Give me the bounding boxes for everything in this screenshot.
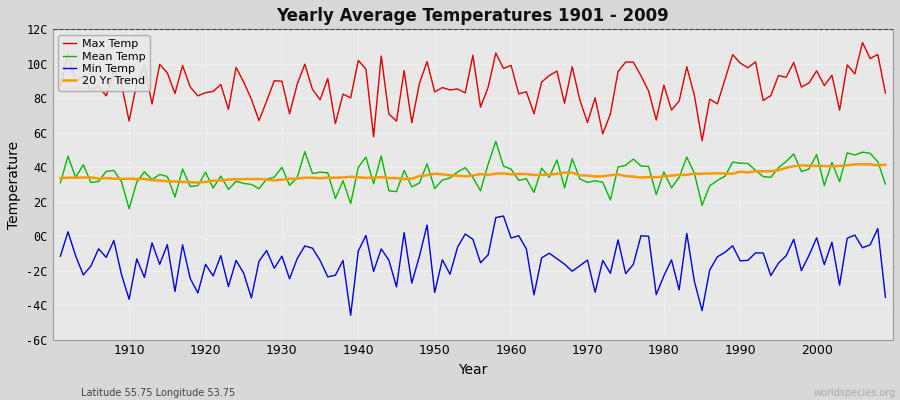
20 Yr Trend	[338, 175, 348, 180]
Line: Min Temp: Min Temp	[60, 216, 886, 315]
Mean Temp	[292, 175, 302, 180]
Line: Max Temp: Max Temp	[60, 42, 886, 141]
20 Yr Trend	[116, 176, 127, 181]
20 Yr Trend	[506, 172, 517, 177]
Mean Temp	[55, 180, 66, 185]
Mean Temp	[613, 165, 624, 170]
Max Temp	[506, 63, 517, 68]
Mean Temp	[521, 176, 532, 181]
20 Yr Trend	[513, 172, 524, 176]
Max Temp	[880, 90, 891, 95]
Min Temp	[330, 273, 341, 278]
Min Temp	[521, 246, 532, 251]
20 Yr Trend	[292, 176, 302, 181]
Max Temp	[697, 138, 707, 143]
Mean Temp	[123, 206, 134, 211]
Min Temp	[613, 238, 624, 242]
Mean Temp	[491, 139, 501, 144]
Y-axis label: Temperature: Temperature	[7, 140, 21, 228]
Text: Latitude 55.75 Longitude 53.75: Latitude 55.75 Longitude 53.75	[81, 388, 235, 398]
Mean Temp	[116, 179, 127, 184]
Min Temp	[880, 295, 891, 300]
Mean Temp	[338, 178, 348, 183]
Line: Mean Temp: Mean Temp	[60, 141, 886, 209]
Legend: Max Temp, Mean Temp, Min Temp, 20 Yr Trend: Max Temp, Mean Temp, Min Temp, 20 Yr Tre…	[58, 35, 149, 91]
Max Temp	[116, 82, 127, 87]
20 Yr Trend	[193, 180, 203, 185]
Text: worldspecies.org: worldspecies.org	[814, 388, 896, 398]
20 Yr Trend	[857, 162, 868, 167]
Min Temp	[284, 276, 295, 281]
Line: 20 Yr Trend: 20 Yr Trend	[60, 164, 886, 182]
Mean Temp	[513, 178, 524, 183]
Min Temp	[513, 233, 524, 238]
Mean Temp	[880, 182, 891, 186]
Title: Yearly Average Temperatures 1901 - 2009: Yearly Average Temperatures 1901 - 2009	[276, 7, 670, 25]
20 Yr Trend	[880, 162, 891, 167]
Max Temp	[284, 112, 295, 116]
Min Temp	[55, 254, 66, 259]
Max Temp	[55, 84, 66, 89]
20 Yr Trend	[55, 176, 66, 180]
X-axis label: Year: Year	[458, 363, 488, 377]
Min Temp	[498, 214, 508, 218]
Min Temp	[346, 313, 356, 318]
Max Temp	[330, 121, 341, 126]
Max Temp	[598, 132, 608, 136]
Min Temp	[116, 272, 127, 277]
Max Temp	[498, 66, 508, 71]
20 Yr Trend	[605, 173, 616, 178]
Max Temp	[857, 40, 868, 45]
